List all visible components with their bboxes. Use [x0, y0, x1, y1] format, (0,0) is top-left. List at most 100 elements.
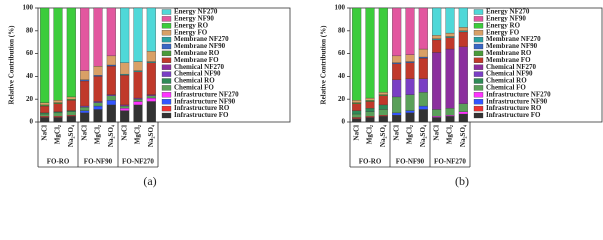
legend-label: Chemical NF270 — [486, 63, 536, 71]
legend-swatch — [473, 92, 484, 98]
bar-segment — [418, 105, 428, 110]
bar-segment — [66, 110, 76, 112]
bar-segment — [445, 36, 455, 38]
legend-label: Energy RO — [174, 21, 209, 29]
legend-swatch — [161, 92, 172, 98]
bar-segment — [378, 116, 388, 123]
bar-segment — [133, 101, 143, 106]
bar-segment — [53, 103, 63, 112]
bar-segment — [352, 7, 362, 101]
legend-swatch — [161, 57, 172, 63]
bar-segment — [66, 116, 76, 123]
bar-segment — [40, 104, 50, 107]
legend-swatch — [473, 71, 484, 77]
group-label: FO-NF270 — [122, 158, 154, 166]
group-label: FO-RO — [47, 158, 70, 166]
bar-segment — [120, 105, 130, 109]
legend-label: Chemical RO — [174, 77, 215, 85]
bar-segment — [432, 38, 442, 41]
legend-swatch — [161, 9, 172, 15]
bar-segment — [53, 100, 63, 103]
legend-label: Energy FO — [486, 28, 520, 36]
bar-segment — [120, 7, 130, 63]
bar-segment — [80, 80, 90, 107]
legend-label: Infrastructure FO — [174, 111, 229, 119]
legend-swatch — [161, 30, 172, 36]
legend-swatch — [161, 23, 172, 29]
bar-segment — [120, 110, 130, 123]
x-tick-label: MgCl₂ — [94, 125, 102, 144]
legend-label: Infrastructure NF270 — [486, 90, 551, 98]
legend-swatch — [161, 99, 172, 105]
bar-segment — [53, 116, 63, 118]
bar-segment — [458, 7, 468, 28]
bar-segment — [445, 37, 455, 50]
bar-segment — [378, 92, 388, 95]
y-axis-label: Relative Contribution (%) — [8, 25, 16, 105]
bar-segment — [133, 99, 143, 102]
legend-label: Membrane RO — [174, 49, 220, 57]
bar-segment — [458, 111, 468, 115]
bar-segment — [458, 30, 468, 33]
x-tick-label: NaCl — [40, 125, 48, 141]
legend-label: Membrane NF270 — [174, 35, 229, 43]
legend-swatch — [161, 78, 172, 84]
bar-segment — [146, 51, 156, 62]
bar-segment — [133, 70, 143, 72]
bar-segment — [392, 7, 402, 57]
legend-label: Chemical FO — [174, 84, 214, 92]
y-tick-label: 20 — [338, 95, 346, 103]
bar-segment — [405, 94, 415, 111]
bar-segment — [133, 61, 143, 71]
bar-segment — [40, 116, 50, 118]
bar-segment — [432, 109, 442, 117]
x-tick-label: MgCl₂ — [134, 125, 142, 144]
bar-segment — [405, 62, 415, 79]
bar-segment — [40, 102, 50, 106]
bar-segment — [365, 7, 375, 99]
bar-segment — [378, 115, 388, 117]
y-tick-label: 60 — [338, 49, 346, 57]
legend-swatch — [473, 112, 484, 119]
bar-segment — [133, 97, 143, 100]
bar-segment — [66, 115, 76, 117]
x-tick-label: Na₂SO₄ — [419, 124, 427, 147]
bar-segment — [445, 7, 455, 34]
bar-segment — [458, 113, 468, 123]
bar-segment — [146, 62, 156, 95]
bar-segment — [352, 117, 362, 119]
bar-segment — [418, 78, 428, 93]
bar-segment — [378, 109, 388, 116]
bar-segment — [352, 110, 362, 115]
legend-swatch — [473, 99, 484, 105]
x-tick-label: MgCl₂ — [446, 125, 454, 144]
bar-segment — [146, 61, 156, 63]
bar-segment — [53, 102, 63, 104]
x-tick-label: Na₂SO₄ — [379, 124, 387, 147]
bar-segment — [80, 110, 90, 114]
bar-segment — [445, 32, 455, 37]
bar-segment — [352, 102, 362, 104]
legend-label: Chemical NF90 — [174, 70, 221, 78]
legend-label: Membrane FO — [174, 56, 219, 64]
legend-label: Infrastructure NF270 — [174, 90, 239, 98]
bar-segment — [405, 54, 415, 62]
bar-segment — [405, 7, 415, 55]
plot-frame — [349, 7, 603, 123]
bar-segment — [106, 95, 116, 101]
y-tick-label: 60 — [26, 49, 34, 57]
bar-segment — [378, 95, 388, 106]
legend-label: Energy NF90 — [486, 15, 526, 23]
legend-swatch — [473, 50, 484, 57]
plot-frame — [37, 7, 291, 123]
y-tick-label: 80 — [338, 26, 346, 34]
bar-segment — [133, 104, 143, 123]
bar-segment — [93, 105, 103, 110]
bar-segment — [365, 97, 375, 101]
caption: (b) — [455, 174, 469, 188]
bar-segment — [106, 7, 116, 57]
bar-segment — [392, 63, 402, 80]
bar-segment — [458, 31, 468, 47]
bar-segment — [418, 92, 428, 107]
caption: (a) — [143, 174, 156, 188]
